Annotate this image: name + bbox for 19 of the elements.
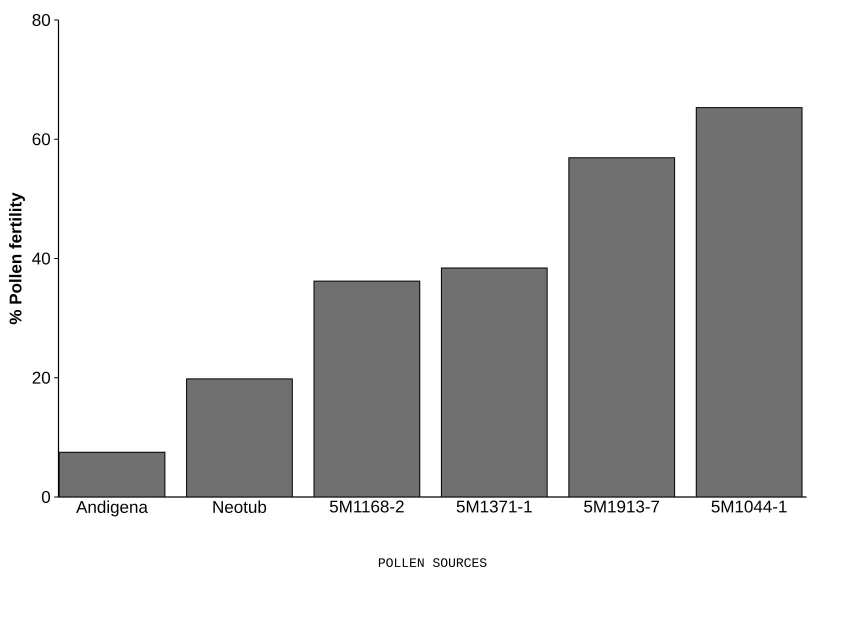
y-tick-label: 0 [42, 490, 50, 504]
x-tick-label: Neotub [213, 500, 266, 514]
bar [568, 158, 675, 497]
bar [314, 281, 420, 497]
bar [441, 268, 548, 497]
x-tick-label: 5M1913-7 [584, 500, 660, 513]
bar [696, 107, 803, 497]
x-axis-title: POLLEN SOURCES [378, 558, 486, 568]
y-axis-title: % Pollen fertility [9, 192, 25, 324]
y-tick-label: 20 [32, 372, 50, 384]
x-tick-label: 5M1371-1 [456, 500, 532, 513]
y-tick-label: 80 [32, 14, 50, 26]
bar [186, 378, 292, 497]
x-tick-label: Andigena [76, 500, 148, 516]
y-tick-label: 60 [32, 133, 50, 146]
bar [59, 452, 165, 497]
x-tick-label: 5M1168-2 [330, 500, 404, 513]
x-tick-label: 5M1044-1 [712, 500, 787, 513]
y-tick-label: 40 [32, 252, 50, 265]
